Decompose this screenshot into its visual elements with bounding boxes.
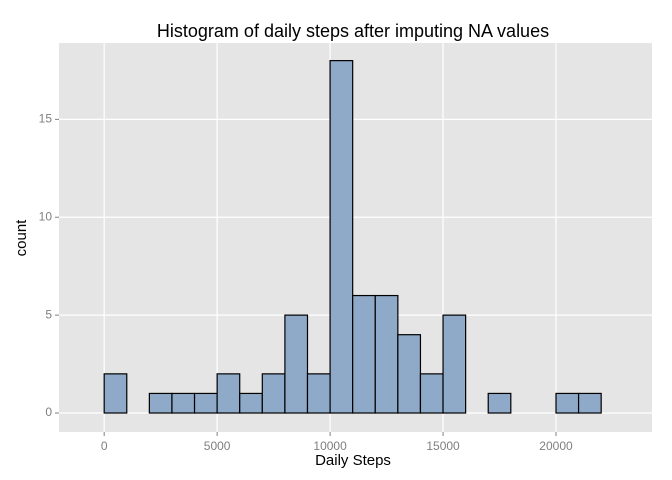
bar bbox=[329, 60, 354, 414]
y-tick-label: 5 bbox=[45, 307, 52, 321]
bar bbox=[216, 373, 241, 414]
bar bbox=[306, 373, 331, 414]
bar bbox=[374, 294, 399, 414]
bar bbox=[487, 392, 512, 414]
x-tick-label: 0 bbox=[101, 439, 108, 453]
chart-title: Histogram of daily steps after imputing … bbox=[157, 21, 549, 41]
bar bbox=[239, 392, 263, 414]
bar bbox=[442, 314, 467, 414]
bar bbox=[103, 373, 128, 414]
bar bbox=[352, 294, 376, 414]
bar bbox=[284, 314, 309, 414]
bar bbox=[555, 392, 580, 414]
y-tick-label: 0 bbox=[45, 405, 52, 419]
x-tick-label: 15000 bbox=[426, 439, 460, 453]
bar bbox=[148, 392, 173, 414]
y-tick-label: 15 bbox=[39, 112, 53, 126]
y-axis-label: count bbox=[13, 219, 30, 257]
bar bbox=[397, 334, 422, 414]
bar bbox=[171, 392, 196, 414]
x-tick-label: 20000 bbox=[539, 439, 573, 453]
bar bbox=[193, 392, 218, 414]
x-tick-label: 10000 bbox=[313, 439, 347, 453]
bar bbox=[577, 392, 602, 414]
y-tick-label: 10 bbox=[39, 209, 53, 223]
bar bbox=[419, 373, 444, 414]
x-axis-label: Daily Steps bbox=[315, 452, 391, 469]
x-tick-label: 5000 bbox=[204, 439, 231, 453]
bar bbox=[261, 373, 286, 414]
